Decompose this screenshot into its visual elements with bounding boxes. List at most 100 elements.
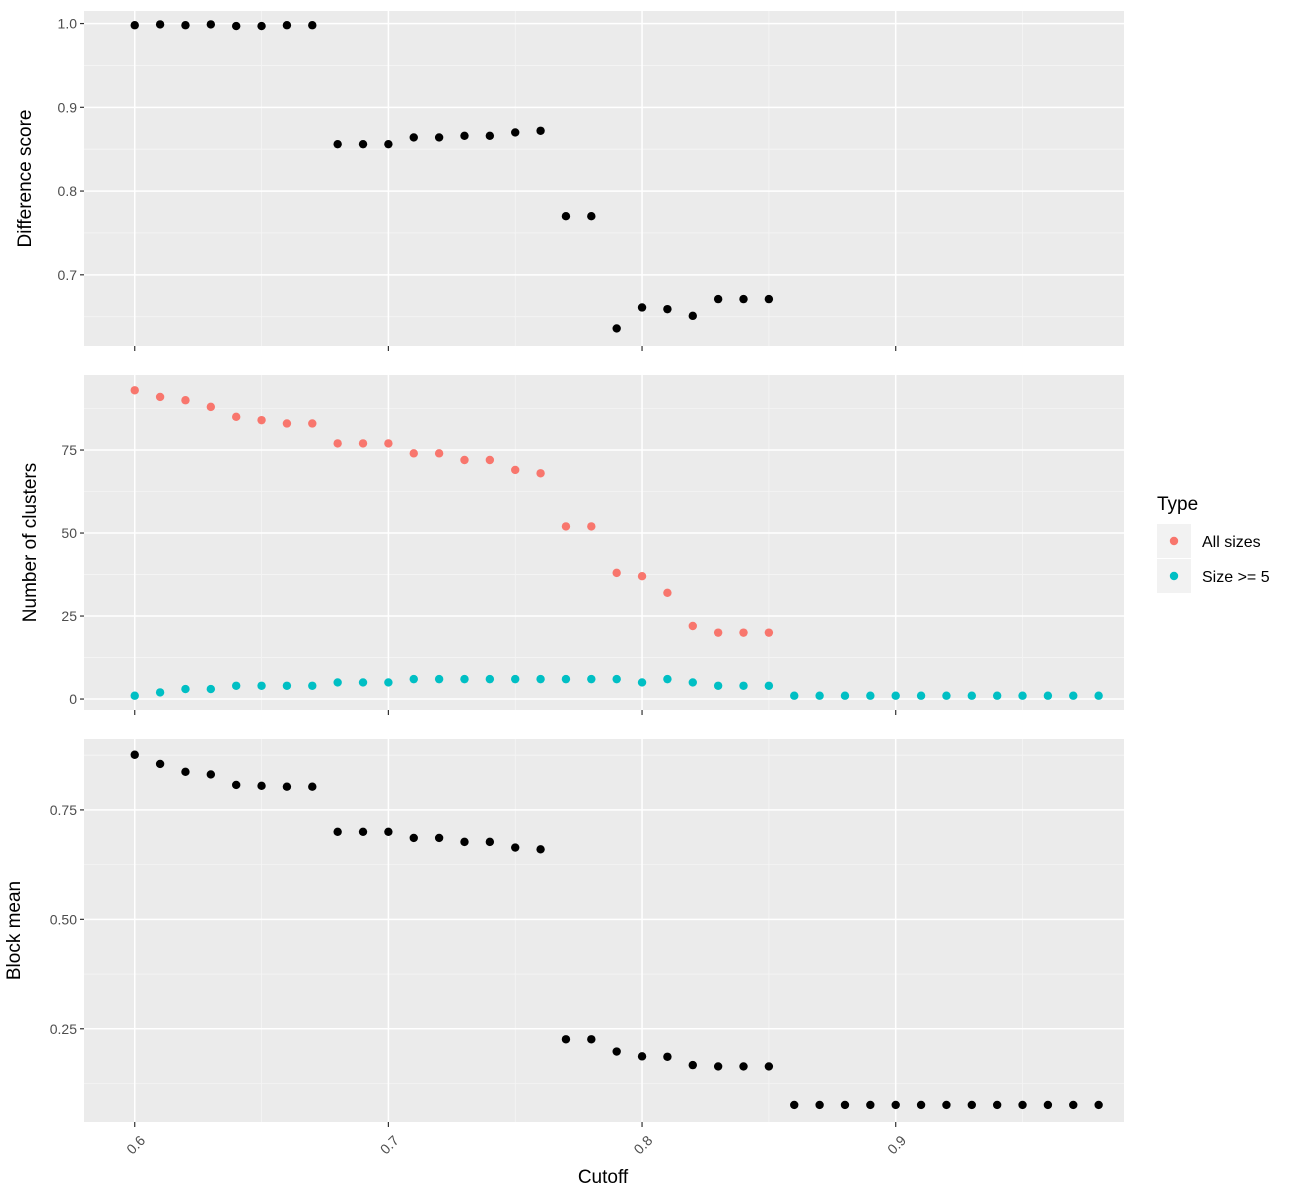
y-tick-label: 1.0 <box>58 16 78 32</box>
data-point <box>282 21 292 30</box>
data-point <box>460 455 469 465</box>
data-point <box>637 303 647 312</box>
data-point <box>663 588 672 597</box>
legend-key-size-5 <box>1169 571 1179 581</box>
data-point <box>333 827 342 836</box>
data-point <box>460 674 469 684</box>
panel-2: 0 25 50 75 Number of clusters <box>20 375 1124 715</box>
panel-3: 0.25 0.50 0.75 0.6 0.7 0.8 0.9 Block mean <box>4 739 1124 1157</box>
x-tick-label: 0.9 <box>884 1132 909 1157</box>
data-point <box>409 833 418 843</box>
data-point <box>967 691 977 700</box>
x-tick-label: 0.6 <box>123 1132 148 1157</box>
data-point <box>764 628 774 637</box>
data-point <box>536 126 545 135</box>
data-point <box>713 681 723 690</box>
data-point <box>587 674 596 684</box>
data-point <box>358 678 368 687</box>
data-point <box>308 782 317 791</box>
data-point <box>130 21 139 30</box>
data-point <box>764 294 774 304</box>
data-point <box>967 1100 977 1110</box>
data-point <box>739 294 748 304</box>
data-point <box>1069 1100 1078 1110</box>
data-point <box>637 571 647 581</box>
data-point <box>587 522 596 531</box>
data-point <box>257 781 266 791</box>
panel-background <box>84 375 1124 710</box>
data-point <box>1043 1100 1053 1110</box>
data-point <box>384 439 393 448</box>
data-point <box>612 1047 621 1056</box>
data-point <box>891 1100 900 1110</box>
y-tick-label: 0.25 <box>50 1021 77 1037</box>
data-point <box>561 1035 571 1044</box>
data-point <box>916 1100 926 1110</box>
data-point <box>155 392 165 402</box>
y-tick-label: 0.8 <box>58 183 78 199</box>
data-point <box>1018 691 1027 700</box>
data-point <box>1018 1100 1027 1110</box>
panel-background <box>84 739 1124 1122</box>
legend-label-size-5: Size >= 5 <box>1202 569 1270 586</box>
data-point <box>308 21 317 30</box>
data-point <box>511 128 520 137</box>
data-point <box>434 674 444 684</box>
y-tick-label: 0.50 <box>50 911 77 927</box>
data-point <box>992 1100 1002 1110</box>
data-point <box>485 455 495 465</box>
data-point <box>637 1052 647 1061</box>
data-point <box>688 678 697 687</box>
data-point <box>333 678 342 687</box>
data-point <box>409 674 418 684</box>
data-point <box>130 750 139 759</box>
data-point <box>434 833 444 843</box>
y-axis-title: Difference score <box>15 110 36 248</box>
y-tick-label: 75 <box>61 442 77 458</box>
data-point <box>485 837 495 847</box>
data-point <box>206 770 216 779</box>
data-point <box>764 681 774 690</box>
data-point <box>181 767 190 777</box>
data-point <box>308 419 317 428</box>
data-point <box>384 139 393 149</box>
x-axis-title: Cutoff <box>578 1167 629 1188</box>
y-tick-label: 0.75 <box>50 802 77 818</box>
data-point <box>358 827 368 836</box>
data-point <box>460 131 469 140</box>
legend: Type All sizes Size >= 5 <box>1157 494 1270 593</box>
data-point <box>308 681 317 690</box>
data-point <box>992 691 1002 700</box>
data-point <box>1094 1100 1103 1110</box>
data-point <box>815 691 824 700</box>
data-point <box>409 449 418 458</box>
data-point <box>155 688 165 697</box>
data-point <box>511 465 520 475</box>
data-point <box>561 674 571 684</box>
data-point <box>206 402 216 412</box>
data-point <box>587 1035 596 1044</box>
data-point <box>282 681 292 690</box>
data-point <box>231 412 241 422</box>
data-point <box>790 691 799 700</box>
y-axis-title: Block mean <box>4 881 25 980</box>
data-point <box>942 691 951 700</box>
data-point <box>485 131 495 140</box>
data-point <box>282 782 292 791</box>
series-1 <box>130 386 774 637</box>
data-point <box>688 621 697 631</box>
data-point <box>561 522 571 531</box>
data-point <box>460 837 469 847</box>
y-tick-label: 50 <box>61 525 77 541</box>
data-point <box>282 419 292 428</box>
data-point <box>536 469 545 478</box>
data-point <box>231 21 241 31</box>
data-point <box>511 674 520 684</box>
panels-layer: 0.7 0.8 0.9 1.0 Difference score 0 25 50 75 Numbe… <box>4 11 1124 1157</box>
data-point <box>536 845 545 854</box>
data-point <box>637 678 647 687</box>
data-point <box>713 628 723 637</box>
data-point <box>181 21 190 30</box>
data-point <box>612 674 621 684</box>
data-point <box>384 678 393 687</box>
